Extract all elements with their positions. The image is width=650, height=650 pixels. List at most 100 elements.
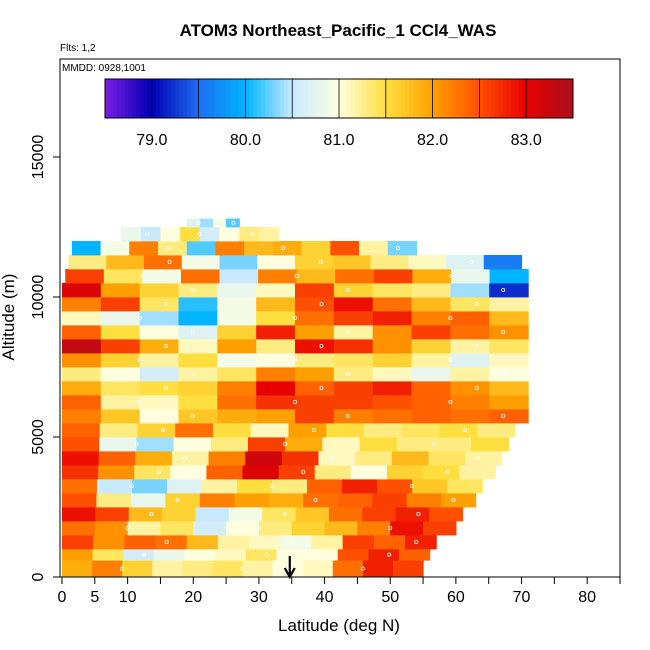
x-tick-label: 10	[119, 589, 137, 606]
heatmap-cell	[423, 465, 460, 480]
heatmap-cell	[459, 465, 496, 480]
heatmap-cell	[139, 409, 180, 424]
sample-marker	[164, 540, 169, 545]
colorbar-segment	[112, 79, 118, 118]
colorbar-segment	[268, 79, 274, 118]
colorbar-segment	[366, 79, 371, 118]
colorbar-segment	[108, 79, 114, 118]
heatmap-cell	[171, 451, 210, 466]
heatmap-cell	[61, 521, 96, 536]
colorbar-segment	[381, 79, 387, 118]
y-tick-label: 15000	[30, 135, 47, 180]
heatmap-cell	[355, 451, 393, 466]
colorbar-segment	[163, 79, 168, 118]
heatmap-cell	[489, 353, 529, 368]
heatmap-cell	[212, 560, 244, 578]
heatmap-cell	[139, 339, 180, 354]
colorbar-segment	[105, 79, 110, 118]
sample-marker	[345, 413, 350, 418]
heatmap-cell	[395, 507, 430, 522]
heatmap-cell	[411, 283, 451, 298]
heatmap-cell	[93, 535, 125, 550]
sample-marker	[410, 483, 415, 488]
colorbar-segment	[319, 79, 324, 118]
colorbar-segment	[362, 79, 367, 118]
heatmap-cell	[441, 493, 477, 508]
heatmap-cell	[332, 560, 364, 578]
heatmap-cell	[61, 465, 99, 480]
colorbar-segment	[218, 79, 223, 118]
heatmap-cell	[178, 367, 218, 382]
heatmap-cell	[295, 367, 335, 382]
colorbar-segment	[354, 79, 359, 118]
sample-marker	[448, 357, 453, 362]
sample-marker	[134, 441, 139, 446]
heatmap-cell	[167, 479, 203, 494]
heatmap-cell	[92, 549, 124, 561]
heatmap-cell	[433, 437, 472, 452]
heatmap-cell	[301, 241, 331, 256]
heatmap-cell	[170, 465, 207, 480]
heatmap-bands	[61, 218, 529, 578]
heatmap-cell	[219, 269, 259, 284]
colorbar-segment	[190, 79, 196, 118]
colorbar-segment	[144, 79, 149, 118]
sample-marker	[319, 301, 324, 306]
heatmap-cell	[411, 297, 451, 312]
heatmap-cell	[100, 367, 141, 382]
colorbar-segment	[475, 79, 480, 118]
sample-marker	[469, 259, 474, 264]
heatmap-cell	[272, 241, 303, 256]
colorbar-segment	[249, 79, 254, 118]
sample-marker	[292, 315, 297, 320]
sample-marker	[250, 231, 255, 236]
sample-marker	[190, 413, 195, 418]
sample-marker	[137, 399, 142, 404]
colorbar-segment	[526, 79, 531, 118]
y-tick-label: 10000	[30, 275, 47, 320]
heatmap-cell	[256, 283, 296, 298]
heatmap-cell	[61, 507, 96, 522]
x-tick-label: 30	[250, 589, 268, 606]
colorbar-segment	[495, 79, 500, 118]
heatmap-cell	[178, 297, 218, 312]
heatmap-cell	[256, 325, 296, 340]
heatmap-cell	[144, 255, 183, 270]
heatmap-cell	[295, 325, 335, 340]
heatmap-cell	[314, 465, 352, 480]
colorbar-segment	[405, 79, 410, 118]
heatmap-cell	[217, 367, 257, 382]
heatmap-cell	[295, 255, 334, 270]
sample-marker	[213, 220, 218, 225]
heatmap-cell	[342, 479, 378, 494]
colorbar-segment	[327, 79, 332, 118]
heatmap-cell	[208, 451, 246, 466]
sample-marker	[161, 427, 166, 432]
sample-marker	[431, 441, 436, 446]
sample-marker	[292, 399, 297, 404]
colorbar-segment	[128, 79, 133, 118]
heatmap-cell	[153, 549, 186, 561]
sample-marker	[120, 566, 125, 571]
heatmap-cell	[245, 451, 283, 466]
colorbar-segment	[417, 79, 422, 118]
heatmap-cell	[359, 437, 398, 452]
heatmap-cell	[337, 493, 373, 508]
colorbar-segment	[549, 79, 554, 118]
colorbar-segment	[303, 79, 309, 118]
heatmap-cell	[256, 353, 296, 368]
sample-marker	[345, 287, 350, 292]
colorbar-segment	[179, 79, 184, 118]
heatmap-cell	[392, 560, 424, 578]
heatmap-cell	[268, 493, 304, 508]
heatmap-cell	[450, 353, 490, 368]
y-axis: 0 5000 10000 15000	[30, 135, 60, 581]
sample-marker	[313, 497, 318, 502]
heatmap-cell	[178, 409, 218, 424]
colorbar-segment	[463, 79, 469, 118]
sample-marker	[175, 497, 180, 502]
colorbar-segment	[479, 79, 484, 118]
sample-marker	[319, 385, 324, 390]
sample-marker	[164, 343, 169, 348]
